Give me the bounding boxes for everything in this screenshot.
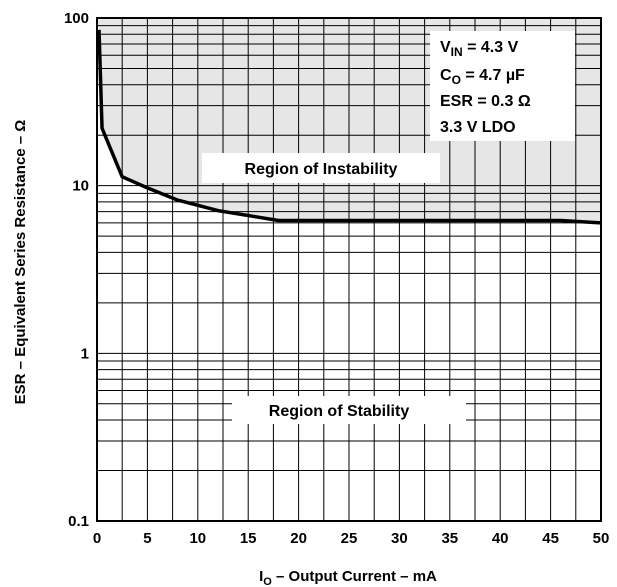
x-axis-label: IO – Output Current – mA — [259, 568, 437, 587]
x-tick-label: 20 — [290, 530, 307, 547]
condition-vin: VIN = 4.3 V — [440, 39, 519, 59]
x-tick-label: 50 — [593, 530, 610, 547]
y-tick-label: 100 — [64, 10, 89, 27]
x-tick-label: 25 — [341, 530, 358, 547]
x-tick-label: 5 — [143, 530, 151, 547]
y-axis-label: ESR – Equivalent Series Resistance – Ω — [12, 120, 29, 405]
x-tick-label: 15 — [240, 530, 257, 547]
x-tick-label: 35 — [441, 530, 458, 547]
instability-label-bg — [202, 153, 440, 183]
x-tick-label: 40 — [492, 530, 509, 547]
condition-esr: ESR = 0.3 Ω — [440, 93, 531, 110]
x-tick-label: 45 — [542, 530, 559, 547]
y-tick-label: 10 — [72, 178, 89, 195]
condition-ldo: 3.3 V LDO — [440, 119, 516, 136]
stability-boundary-line — [97, 29, 602, 225]
x-tick-label: 30 — [391, 530, 408, 547]
stability-label: Region of Stability — [269, 403, 410, 420]
y-tick-label: 1 — [81, 345, 89, 362]
condition-co: CO = 4.7 µF — [440, 67, 525, 87]
x-axis-ticks: 0 5 10 15 20 25 30 35 40 45 50 — [93, 530, 610, 547]
plot-frame — [96, 17, 602, 522]
x-tick-label: 0 — [93, 530, 101, 547]
x-tick-label: 10 — [189, 530, 206, 547]
y-tick-label: 0.1 — [68, 513, 89, 530]
y-axis-ticks: 0.1 1 10 100 — [64, 10, 89, 530]
stability-label-bg — [232, 396, 466, 424]
conditions-box-bg — [430, 31, 575, 141]
instability-label: Region of Instability — [245, 161, 398, 178]
